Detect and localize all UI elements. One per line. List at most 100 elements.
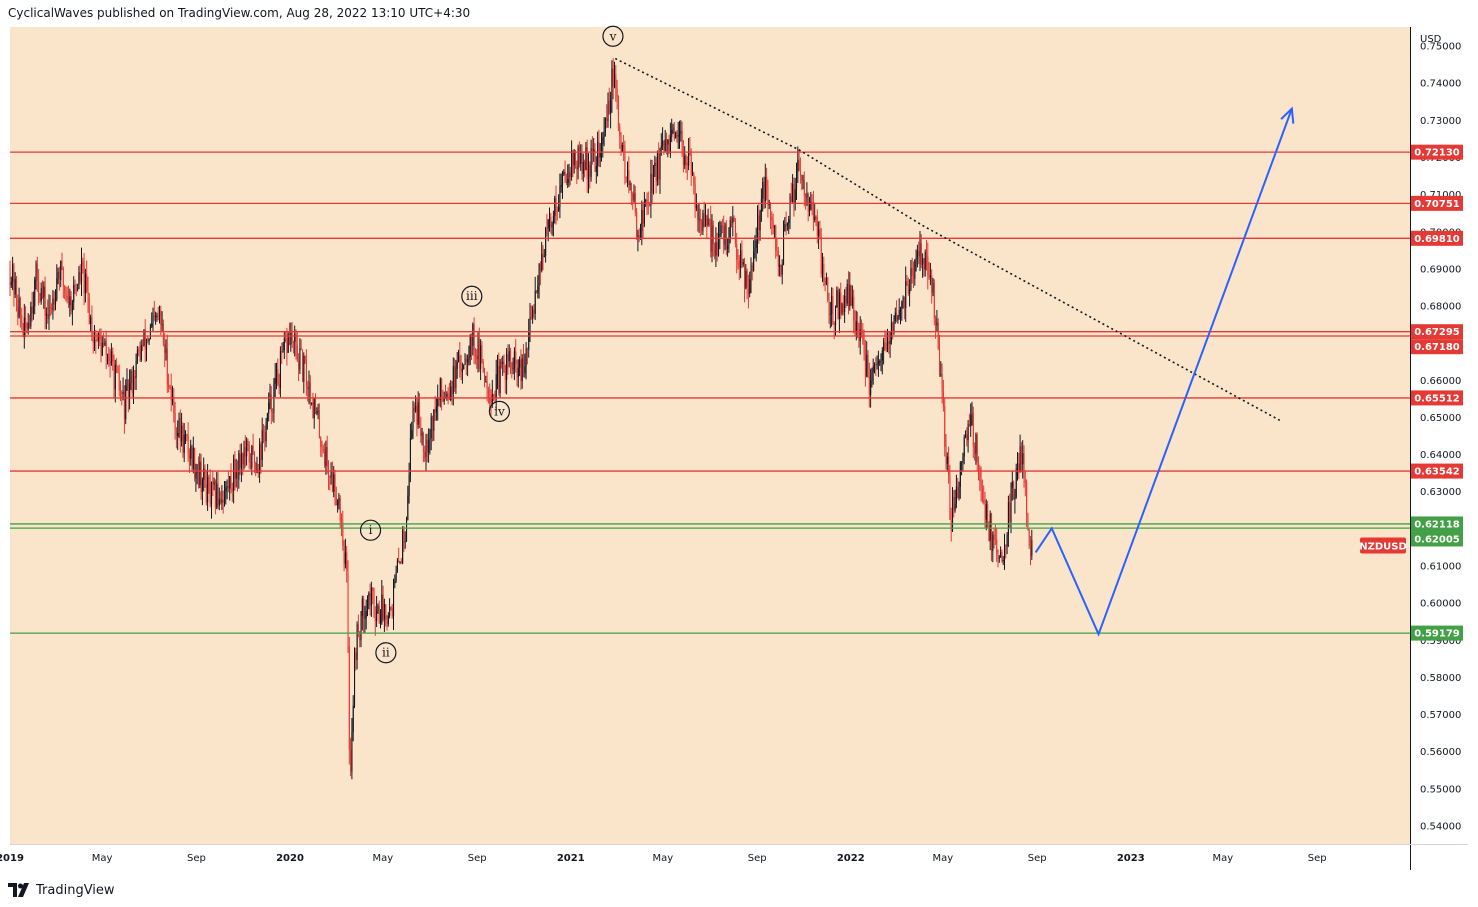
candle-body [504, 365, 506, 380]
candle-body [681, 131, 683, 155]
candle-body [268, 402, 270, 414]
candle-body [365, 611, 367, 619]
candle-body [48, 307, 50, 319]
candle-body [552, 215, 554, 225]
candle-body [118, 372, 120, 391]
price-badge [1411, 390, 1463, 406]
candle-body [571, 150, 573, 178]
candle-body [842, 304, 844, 313]
candle-body [724, 223, 726, 245]
candle-body [269, 394, 271, 403]
candle-body [458, 355, 460, 363]
price-badge-label: 0.62118 [1414, 519, 1460, 530]
candle-body [784, 224, 786, 232]
candle-body [617, 96, 619, 126]
candle-body [798, 159, 800, 171]
candle-body [987, 504, 989, 527]
candle-body [924, 252, 926, 270]
time-axis[interactable]: 2019 May Sep 2020 May Sep 2021 May Sep 2022 May Sep… [0, 853, 1327, 864]
candle-body [123, 391, 125, 420]
candle-body [64, 286, 66, 291]
candle-body [494, 394, 496, 399]
candle-body [87, 291, 89, 299]
candle-body [998, 557, 1000, 559]
candle-body [438, 398, 440, 400]
candle-body [953, 497, 955, 511]
candle-body [1005, 545, 1007, 547]
candle-body [599, 151, 601, 158]
price-tick-label: 0.71000 [1420, 190, 1461, 201]
candle-body [452, 365, 454, 394]
candle-body [728, 238, 730, 246]
candle-body [30, 306, 32, 327]
candle-body [919, 243, 921, 257]
price-tick-label: 0.75000 [1420, 42, 1461, 53]
candle-body [807, 193, 809, 212]
candle-body [591, 148, 593, 153]
candle-body [404, 541, 406, 543]
candle-body [65, 290, 67, 296]
candle-body [173, 396, 175, 413]
candle-body [276, 369, 278, 378]
candle-body [217, 483, 219, 506]
candle-body [286, 341, 288, 353]
candle-body [935, 318, 937, 326]
candle-body [419, 402, 421, 428]
candle-body [459, 355, 461, 369]
candle-body [156, 315, 158, 317]
price-badge-label: 0.65512 [1414, 393, 1460, 404]
candle-body [437, 398, 439, 407]
candle-body [86, 273, 88, 292]
price-tick-label: 0.54000 [1420, 821, 1461, 832]
price-badge-label: 0.72130 [1414, 148, 1460, 159]
candle-body [78, 272, 80, 289]
candle-body [133, 376, 135, 394]
candle-body [23, 317, 25, 337]
candle-body [606, 118, 608, 121]
candle-body [812, 202, 814, 220]
candle-body [642, 210, 644, 225]
candle-body [498, 365, 500, 393]
chart-overlays [614, 57, 1295, 637]
candle-body [417, 402, 419, 425]
candle-body [363, 598, 365, 619]
candle-body [386, 619, 388, 625]
candle-body [129, 383, 131, 399]
price-tick-label: 0.74000 [1420, 79, 1461, 90]
candle-body [989, 513, 991, 541]
candle-body [307, 386, 309, 390]
candle-body [664, 139, 666, 151]
candle-body [337, 501, 339, 506]
candle-body [289, 333, 291, 345]
candle-body [472, 323, 474, 346]
candle-body [903, 297, 905, 309]
candle-body [22, 323, 24, 337]
candle-body [706, 215, 708, 226]
price-axis[interactable]: 0.750000.740000.730000.720000.710000.700… [1420, 42, 1461, 833]
candle-body [545, 228, 547, 256]
candle-body [153, 315, 155, 317]
candle-body [815, 216, 817, 218]
candle-body [311, 402, 313, 405]
candle-body [707, 218, 709, 226]
candle-body [391, 607, 393, 617]
candle-body [1017, 463, 1019, 469]
candle-body [56, 278, 58, 300]
candle-body [669, 136, 671, 153]
candle-body [536, 290, 538, 294]
candle-body [130, 371, 132, 384]
candle-body [255, 462, 257, 473]
candle-body [662, 141, 664, 146]
candle-body [164, 344, 166, 353]
candle-body [814, 216, 816, 220]
candle-body [274, 377, 276, 384]
candle-body [218, 498, 220, 506]
candle-body [870, 380, 872, 395]
footer: TradingView [8, 880, 115, 900]
candle-body [776, 250, 778, 252]
candle-body [573, 152, 575, 166]
candle-body [110, 351, 112, 366]
candle-body [91, 317, 93, 338]
candle-body [584, 162, 586, 171]
